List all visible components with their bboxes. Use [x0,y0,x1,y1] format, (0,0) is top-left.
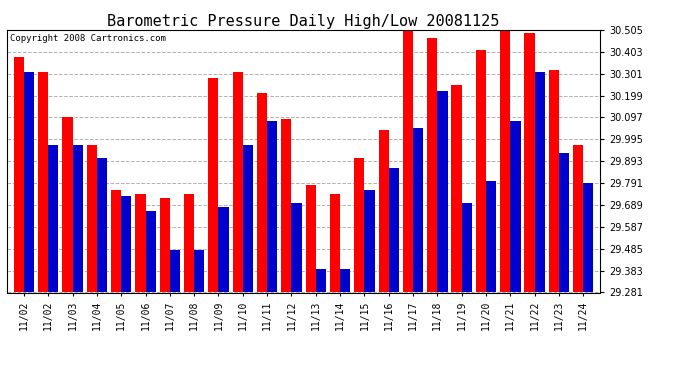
Bar [559,153,569,292]
Bar [354,158,364,292]
Bar [364,190,375,292]
Bar [233,72,243,292]
Bar [87,145,97,292]
Bar [476,50,486,292]
Bar [159,198,170,292]
Bar [451,85,462,292]
Bar [135,194,146,292]
Bar [62,117,72,292]
Bar [219,207,228,292]
Bar [97,158,107,292]
Bar [500,31,511,292]
Bar [121,196,131,292]
Bar [340,269,351,292]
Bar [111,190,121,292]
Bar [403,27,413,292]
Bar [535,72,545,292]
Bar [291,202,302,292]
Bar [38,72,48,292]
Title: Barometric Pressure Daily High/Low 20081125: Barometric Pressure Daily High/Low 20081… [108,14,500,29]
Bar [379,130,388,292]
Bar [486,181,496,292]
Bar [462,202,472,292]
Bar [282,119,291,292]
Bar [243,145,253,292]
Bar [427,38,437,292]
Bar [184,194,194,292]
Bar [146,211,156,292]
Bar [330,194,340,292]
Bar [72,145,83,292]
Bar [48,145,59,292]
Bar [511,121,520,292]
Bar [316,269,326,292]
Bar [257,93,267,292]
Bar [170,250,180,292]
Bar [573,145,583,292]
Bar [208,78,219,292]
Text: Copyright 2008 Cartronics.com: Copyright 2008 Cartronics.com [10,34,166,43]
Bar [306,186,316,292]
Bar [24,72,34,292]
Bar [388,168,399,292]
Bar [413,128,423,292]
Bar [524,33,535,292]
Bar [267,121,277,292]
Bar [549,70,559,292]
Bar [194,250,204,292]
Bar [14,57,24,292]
Bar [583,183,593,292]
Bar [437,91,448,292]
